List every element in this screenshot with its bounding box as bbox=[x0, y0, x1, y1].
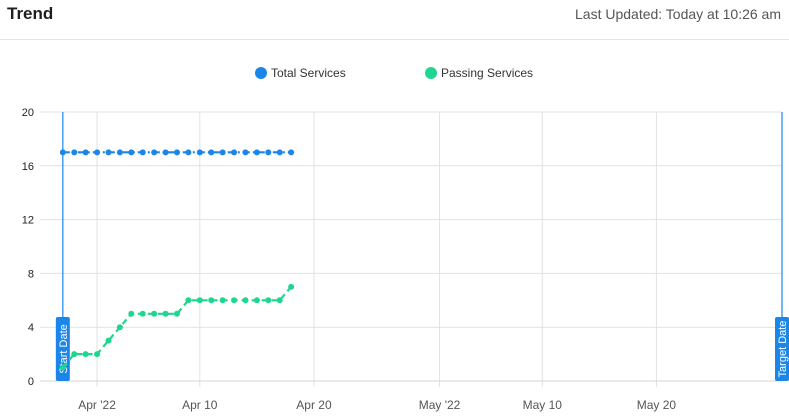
x-tick-label: May '22 bbox=[419, 398, 461, 412]
data-point bbox=[151, 310, 158, 317]
data-point bbox=[185, 297, 192, 304]
x-tick-label: Apr 20 bbox=[296, 398, 332, 412]
data-point bbox=[208, 297, 215, 304]
data-point bbox=[162, 149, 169, 156]
data-point bbox=[219, 297, 226, 304]
data-point bbox=[288, 283, 295, 290]
data-point bbox=[82, 149, 89, 156]
data-point bbox=[265, 149, 272, 156]
data-point bbox=[139, 310, 146, 317]
y-tick-label: 16 bbox=[22, 161, 34, 173]
y-tick-label: 4 bbox=[28, 322, 34, 334]
last-updated-text: Last Updated: Today at 10:26 am bbox=[575, 6, 781, 22]
x-tick-label: May 10 bbox=[523, 398, 563, 412]
x-tick-label: May 20 bbox=[637, 398, 677, 412]
card-title: Trend bbox=[7, 4, 54, 23]
legend-dot-icon bbox=[425, 67, 437, 79]
y-tick-label: 8 bbox=[28, 268, 34, 280]
data-point bbox=[59, 149, 66, 156]
data-point bbox=[185, 149, 192, 156]
data-point bbox=[253, 297, 260, 304]
data-point bbox=[162, 310, 169, 317]
chart-legend: Total Services Passing Services bbox=[0, 66, 789, 88]
data-point bbox=[242, 149, 249, 156]
data-point bbox=[276, 149, 283, 156]
data-point bbox=[59, 364, 66, 371]
data-point bbox=[71, 351, 78, 358]
y-tick-label: 12 bbox=[22, 215, 34, 227]
x-tick-label: Apr 10 bbox=[182, 398, 218, 412]
x-tick-label: Apr '22 bbox=[78, 398, 116, 412]
data-point bbox=[71, 149, 78, 156]
data-point bbox=[231, 297, 238, 304]
date-marker-label: Target Date bbox=[777, 321, 789, 378]
data-point bbox=[231, 149, 238, 156]
data-point bbox=[196, 297, 203, 304]
legend-item-passing-services[interactable]: Passing Services bbox=[425, 66, 533, 80]
data-point bbox=[265, 297, 272, 304]
data-point bbox=[219, 149, 226, 156]
data-point bbox=[288, 149, 295, 156]
data-point bbox=[82, 351, 89, 358]
legend-label: Passing Services bbox=[441, 66, 534, 80]
data-point bbox=[196, 149, 203, 156]
card-header: Trend Last Updated: Today at 10:26 am bbox=[0, 0, 789, 40]
legend-dot-icon bbox=[255, 67, 267, 79]
data-point bbox=[128, 310, 135, 317]
data-point bbox=[208, 149, 215, 156]
data-point bbox=[116, 149, 123, 156]
data-point bbox=[94, 351, 101, 358]
data-point bbox=[242, 297, 249, 304]
data-point bbox=[276, 297, 283, 304]
legend-label: Total Services bbox=[271, 66, 346, 80]
data-point bbox=[173, 149, 180, 156]
y-tick-label: 20 bbox=[22, 107, 34, 119]
data-point bbox=[253, 149, 260, 156]
data-point bbox=[128, 149, 135, 156]
data-point bbox=[105, 149, 112, 156]
data-point bbox=[173, 310, 180, 317]
data-point bbox=[94, 149, 101, 156]
data-point bbox=[151, 149, 158, 156]
y-tick-label: 0 bbox=[28, 376, 34, 388]
date-marker-tag bbox=[775, 317, 789, 381]
data-point bbox=[139, 149, 146, 156]
data-point bbox=[105, 337, 112, 344]
series-line bbox=[61, 286, 292, 369]
legend-item-total-services[interactable]: Total Services bbox=[255, 66, 346, 80]
data-point bbox=[116, 324, 123, 331]
date-marker-label: Start Date bbox=[58, 324, 70, 374]
